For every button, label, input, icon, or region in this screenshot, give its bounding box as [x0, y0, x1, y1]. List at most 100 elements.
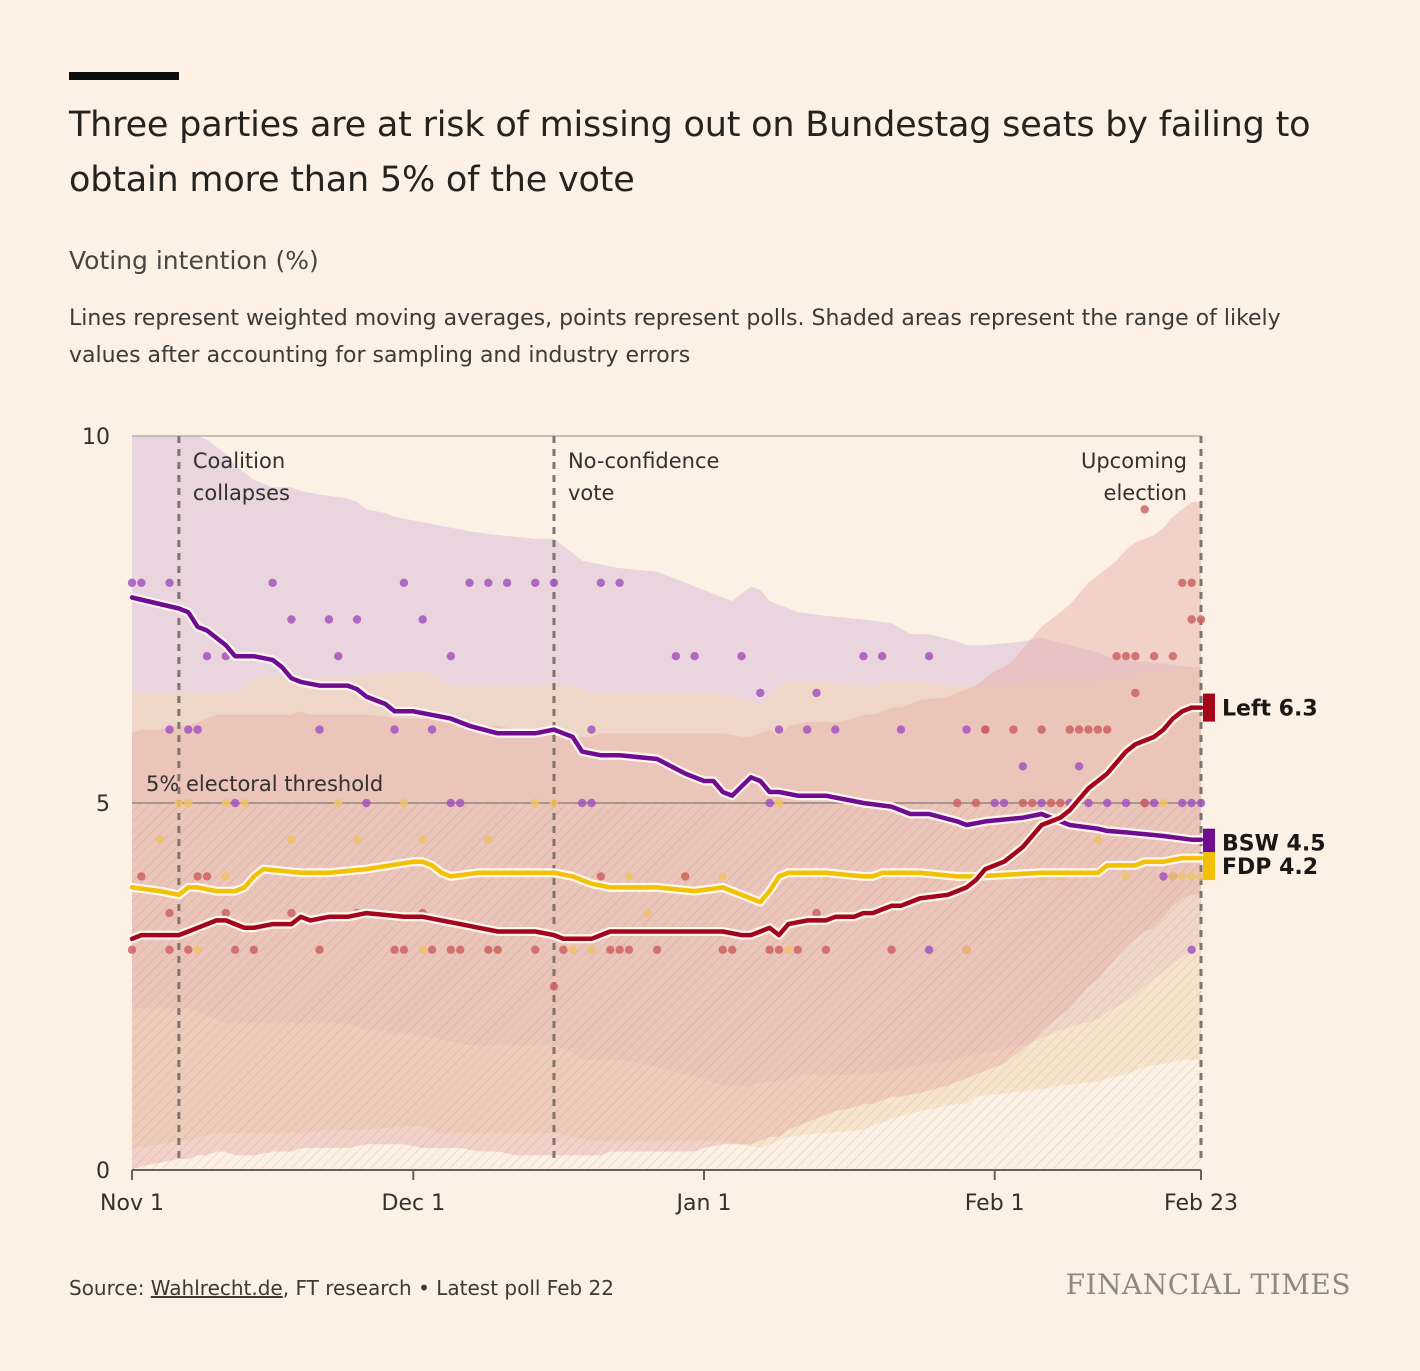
chart-description: Lines represent weighted moving averages… [69, 306, 1281, 368]
bsw-poll-point [1187, 945, 1196, 954]
source-link[interactable]: Wahlrecht.de [150, 1276, 283, 1300]
bsw-poll-point [999, 798, 1009, 808]
left-poll-point [812, 908, 821, 918]
bsw-poll-point [418, 615, 427, 624]
left-poll-point [559, 945, 568, 954]
fdp-poll-point [193, 945, 202, 954]
bsw-poll-point [587, 725, 596, 734]
left-poll-point [202, 872, 212, 881]
fdp-poll-point [287, 835, 296, 844]
left-poll-point [230, 945, 240, 954]
left-poll-point [793, 945, 802, 954]
bsw-poll-point [1159, 872, 1168, 881]
bsw-poll-point [446, 652, 456, 661]
bsw-poll-point [127, 578, 137, 587]
left-poll-point [1103, 725, 1112, 734]
bsw-poll-point [577, 798, 587, 808]
fdp-poll-point [718, 872, 727, 881]
source-prefix: Source: [69, 1276, 151, 1300]
left-poll-point [624, 945, 634, 954]
bsw-poll-point [165, 578, 174, 587]
bsw-poll-point [1178, 798, 1187, 808]
x-tick-label: Jan 1 [675, 1191, 732, 1216]
left-poll-point [249, 945, 259, 954]
left-poll-point [887, 945, 896, 954]
poll-points [127, 505, 1206, 991]
chart-title: Three parties are at risk of missing out… [69, 105, 1311, 200]
fdp-poll-point [962, 945, 971, 954]
left-poll-point [765, 945, 774, 954]
source-note: Source: Wahlrecht.de, FT research • Late… [69, 1276, 614, 1300]
bsw-poll-point [802, 725, 812, 734]
fdp-poll-point [221, 872, 230, 881]
left-poll-point [1009, 725, 1018, 734]
fdp-poll-point [1093, 835, 1103, 844]
left-poll-point [1084, 725, 1093, 734]
bsw-poll-point [615, 578, 624, 587]
bsw-poll-point [352, 615, 362, 624]
left-poll-point [484, 945, 493, 954]
y-tick-label: 10 [82, 425, 110, 450]
left-poll-point [1187, 615, 1196, 624]
average-lines [127, 593, 1206, 944]
fdp-poll-point [240, 798, 249, 808]
bsw-poll-point [924, 945, 934, 954]
fdp-poll-point [221, 798, 230, 808]
fdp-poll-point [334, 798, 343, 808]
threshold-label: 5% electoral threshold [146, 772, 383, 796]
fdp-poll-point [531, 798, 540, 808]
left-poll-point [1131, 688, 1140, 698]
fdp-poll-point [624, 872, 634, 881]
fdp-end-label: FDP 4.2 [1222, 855, 1318, 880]
bsw-poll-point [596, 578, 606, 587]
fdp-poll-point [1168, 872, 1178, 881]
bsw-poll-point [427, 725, 437, 734]
bsw-poll-point [831, 725, 840, 734]
bsw-poll-point [549, 578, 559, 587]
left-poll-point [652, 945, 662, 954]
event-label-0-1: collapses [193, 481, 290, 505]
left-poll-point [399, 945, 409, 954]
bsw-end-swatch [1203, 828, 1215, 857]
left-poll-point [615, 945, 624, 954]
left-poll-point [606, 945, 615, 954]
left-poll-point [1196, 615, 1206, 624]
left-end-label: Left 6.3 [1222, 697, 1318, 722]
left-end-swatch [1203, 693, 1215, 722]
left-poll-point [456, 945, 465, 954]
bsw-poll-point [671, 652, 681, 661]
bsw-poll-point [1074, 762, 1084, 771]
fdp-poll-point [484, 835, 493, 844]
event-markers: Coalition collapses No-confidence vote Upcom… [177, 436, 1203, 1162]
bsw-poll-point [184, 725, 193, 734]
left-poll-point [1112, 652, 1121, 661]
bsw-poll-point [390, 725, 399, 734]
bsw-poll-point [962, 725, 971, 734]
bsw-poll-point [587, 798, 596, 808]
axes: Nov 1 Dec 1 Jan 1 Feb 1 Feb 23 0 5 10 [82, 425, 1238, 1216]
fdp-poll-point [399, 798, 409, 808]
event-label-2-0: Upcoming [1081, 449, 1187, 473]
left-poll-point [1149, 652, 1159, 661]
bsw-poll-point [193, 725, 202, 734]
left-poll-point [1093, 725, 1103, 734]
below-threshold-hatch [132, 803, 1201, 1170]
y-tick-label: 5 [96, 792, 110, 817]
bsw-poll-point [324, 615, 334, 624]
bsw-poll-point [137, 578, 146, 587]
bsw-poll-point [531, 578, 540, 587]
bsw-poll-point [334, 652, 343, 661]
bsw-poll-point [287, 615, 296, 624]
fdp-end-swatch [1203, 852, 1215, 881]
bsw-poll-point [484, 578, 493, 587]
bsw-poll-point [230, 798, 240, 808]
left-poll-point [1065, 725, 1074, 734]
x-tick-label: Feb 1 [965, 1191, 1025, 1216]
fdp-poll-point [643, 908, 652, 918]
left-poll-point [446, 945, 456, 954]
fdp-poll-point [155, 835, 165, 844]
fdp-poll-point [774, 798, 784, 808]
bsw-poll-point [1187, 798, 1196, 808]
left-poll-point [390, 945, 399, 954]
left-poll-point [821, 945, 831, 954]
